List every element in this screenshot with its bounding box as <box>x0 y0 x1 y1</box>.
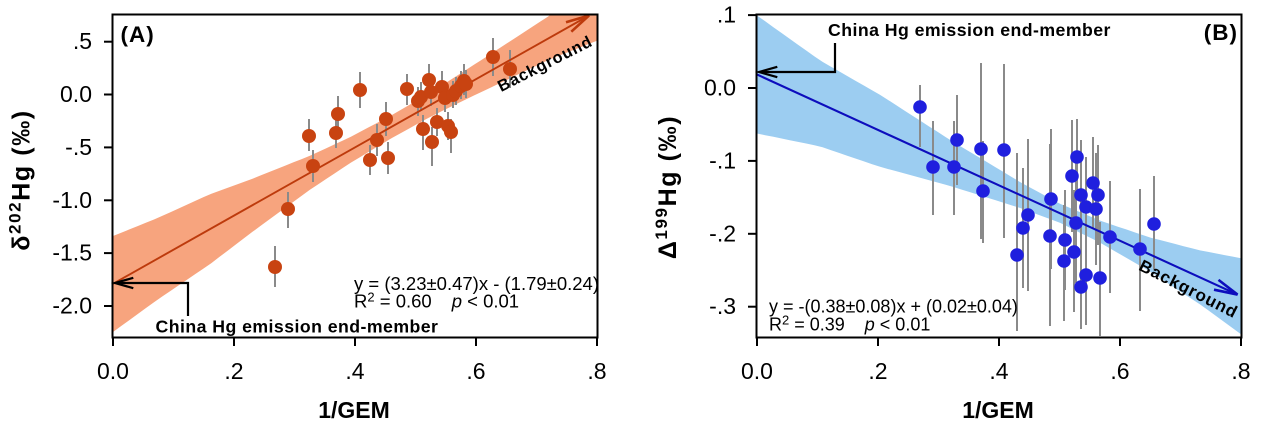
svg-text:1/GEM: 1/GEM <box>318 397 390 423</box>
svg-text:-1.5: -1.5 <box>52 240 92 266</box>
svg-text:(A): (A) <box>121 22 155 47</box>
svg-text:.4: .4 <box>989 358 1008 384</box>
svg-text:(B): (B) <box>1204 20 1238 45</box>
svg-text:1/GEM: 1/GEM <box>962 397 1034 423</box>
svg-text:0.0: 0.0 <box>741 358 773 384</box>
svg-text:.2: .2 <box>868 358 887 384</box>
svg-text:y = -(0.38±0.08)x + (0.02±0.04: y = -(0.38±0.08)x + (0.02±0.04) <box>769 297 1018 317</box>
svg-text:0.0: 0.0 <box>60 81 92 107</box>
svg-text:Δ199Hg (‰): Δ199Hg (‰) <box>652 115 682 259</box>
svg-text:China Hg emission end-member: China Hg emission end-member <box>156 317 439 337</box>
svg-text:0.0: 0.0 <box>97 358 129 384</box>
svg-text:.1: .1 <box>717 2 736 28</box>
svg-text:-.2: -.2 <box>709 220 736 246</box>
svg-text:-.3: -.3 <box>709 293 736 319</box>
svg-text:.4: .4 <box>345 358 364 384</box>
svg-text:-2.0: -2.0 <box>52 293 92 319</box>
svg-text:.6: .6 <box>1110 358 1129 384</box>
svg-text:-.5: -.5 <box>65 134 92 160</box>
svg-text:-.1: -.1 <box>709 147 736 173</box>
svg-text:.5: .5 <box>73 28 92 54</box>
svg-text:.6: .6 <box>466 358 485 384</box>
svg-text:China Hg emission end-member: China Hg emission end-member <box>828 20 1111 40</box>
svg-text:0.0: 0.0 <box>704 75 736 101</box>
svg-text:.8: .8 <box>587 358 606 384</box>
svg-text:y = (3.23±0.47)x - (1.79±0.24): y = (3.23±0.47)x - (1.79±0.24) <box>354 273 599 294</box>
svg-text:.8: .8 <box>1231 358 1250 384</box>
svg-text:.2: .2 <box>224 358 243 384</box>
svg-text:-1.0: -1.0 <box>52 187 92 213</box>
